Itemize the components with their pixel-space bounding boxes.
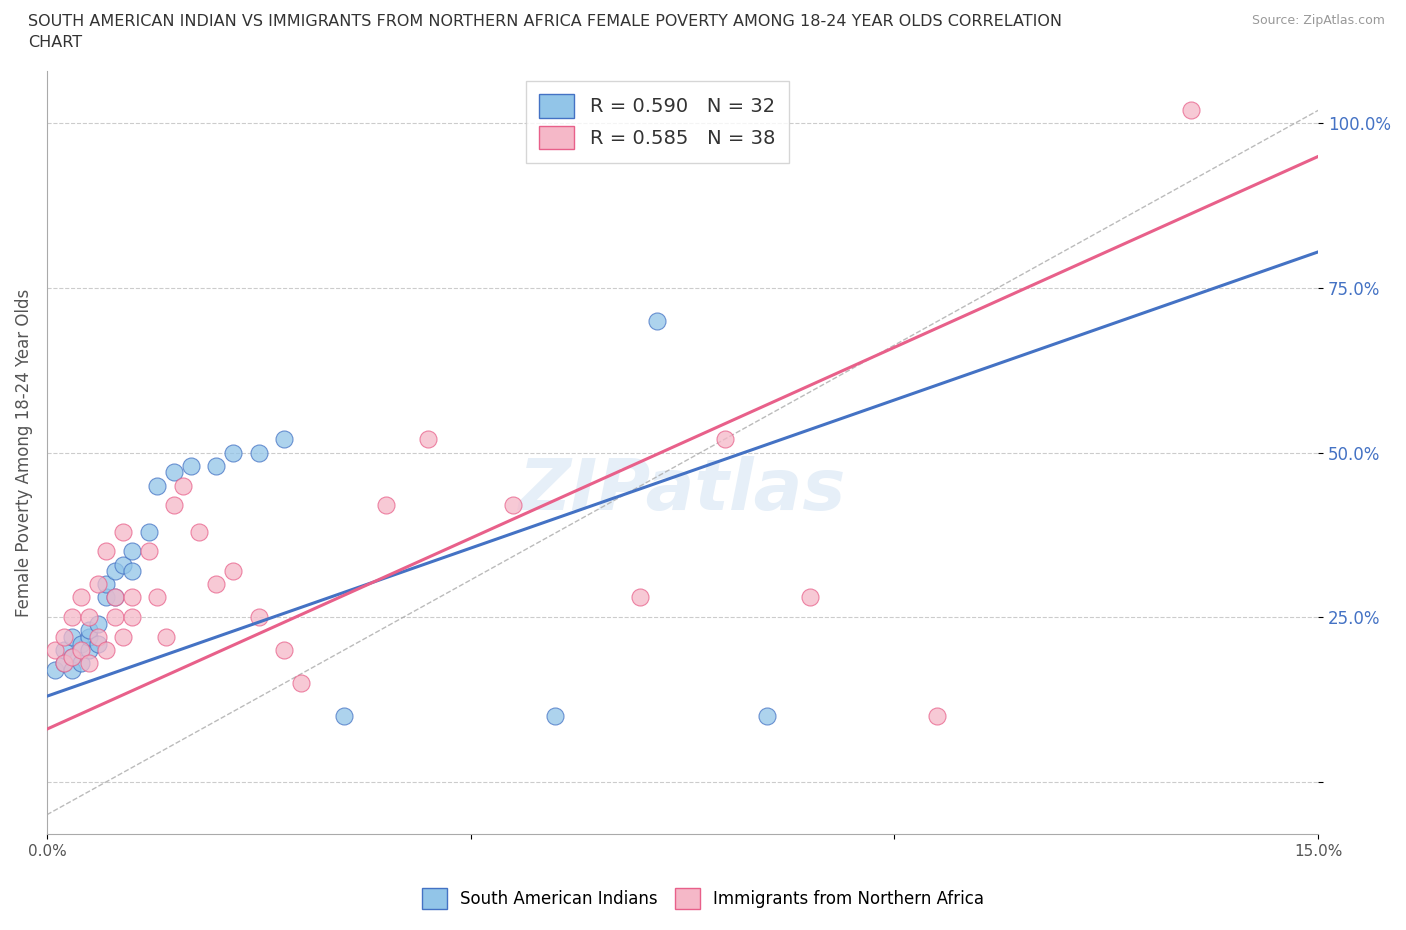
Point [112,557,135,572]
Point [112,630,135,644]
Y-axis label: Female Poverty Among 18-24 Year Olds: Female Poverty Among 18-24 Year Olds [15,288,32,617]
Point [104,590,127,604]
Text: CHART: CHART [28,35,82,50]
Point [77,643,100,658]
Point [205,577,228,591]
Point [52,643,75,658]
Point [146,478,169,493]
Point [69,656,91,671]
Text: SOUTH AMERICAN INDIAN VS IMMIGRANTS FROM NORTHERN AFRICA FEMALE POVERTY AMONG 18: SOUTH AMERICAN INDIAN VS IMMIGRANTS FROM… [28,14,1062,29]
Point [205,458,228,473]
Point [77,630,100,644]
Point [756,709,779,724]
Point [104,564,127,578]
Point [87,636,110,651]
Point [172,478,194,493]
Point [96,544,118,559]
Point [247,445,270,460]
Point [188,525,211,539]
Point [502,498,524,512]
Point [104,590,127,604]
Point [60,662,83,677]
Point [799,590,821,604]
Point [77,656,100,671]
Text: ZIPatlas: ZIPatlas [519,457,846,525]
Point [155,630,177,644]
Point [96,590,118,604]
Point [69,636,91,651]
Point [138,525,160,539]
Legend: South American Indians, Immigrants from Northern Africa: South American Indians, Immigrants from … [413,880,993,917]
Point [77,623,100,638]
Point [60,610,83,625]
Point [52,656,75,671]
Point [222,564,245,578]
Point [332,709,354,724]
Legend: R = 0.590   N = 32, R = 0.585   N = 38: R = 0.590 N = 32, R = 0.585 N = 38 [526,81,789,163]
Point [290,675,312,690]
Point [146,590,169,604]
Point [96,577,118,591]
Point [44,662,66,677]
Point [87,617,110,631]
Point [52,630,75,644]
Point [180,458,202,473]
Point [121,610,143,625]
Point [418,432,440,447]
Point [112,525,135,539]
Point [60,630,83,644]
Point [247,610,270,625]
Point [69,590,91,604]
Point [1180,103,1202,118]
Point [163,498,186,512]
Point [52,656,75,671]
Point [138,544,160,559]
Point [714,432,737,447]
Point [121,544,143,559]
Point [163,465,186,480]
Point [121,564,143,578]
Point [374,498,396,512]
Point [925,709,948,724]
Point [44,643,66,658]
Point [69,643,91,658]
Point [60,649,83,664]
Point [273,643,295,658]
Point [77,610,100,625]
Point [121,590,143,604]
Point [96,643,118,658]
Point [628,590,651,604]
Point [645,313,668,328]
Point [104,610,127,625]
Point [273,432,295,447]
Text: Source: ZipAtlas.com: Source: ZipAtlas.com [1251,14,1385,27]
Point [60,649,83,664]
Point [87,577,110,591]
Point [544,709,567,724]
Point [87,630,110,644]
Point [222,445,245,460]
